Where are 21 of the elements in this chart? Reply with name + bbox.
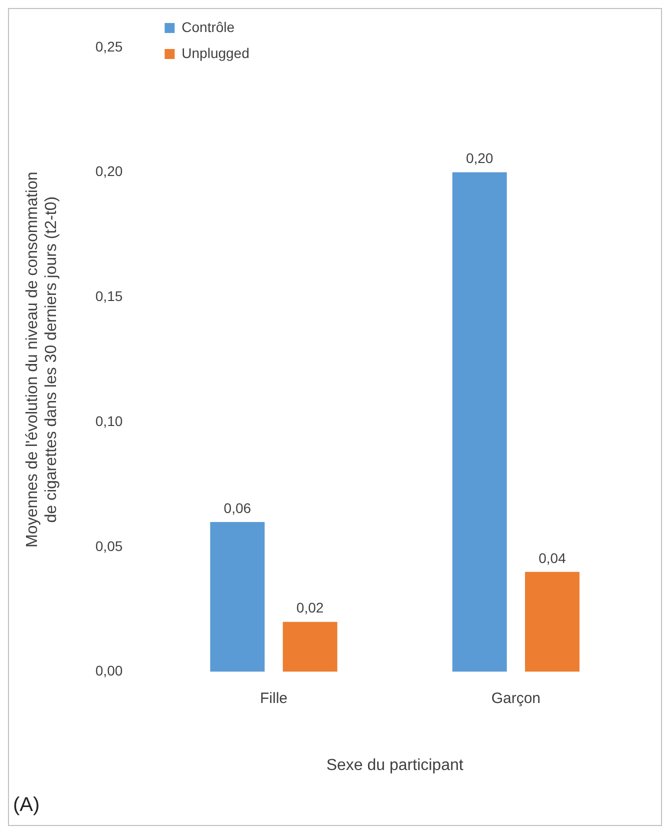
y-tick-label: 0,15 (95, 288, 123, 304)
data-label: 0,20 (466, 150, 494, 166)
y-tick-label: 0,05 (95, 538, 123, 554)
text: (A) (13, 794, 40, 817)
bar (210, 522, 265, 672)
x-tick-label: Garçon (491, 690, 541, 707)
data-label: 0,02 (296, 600, 324, 616)
x-axis-title: Sexe du participant (326, 756, 464, 774)
legend-label: Contrôle (182, 18, 235, 35)
bar (282, 622, 338, 672)
legend-label: Unplugged (182, 44, 250, 61)
x-tick-label: Fille (260, 690, 288, 707)
y-tick-label: 0,10 (95, 412, 123, 429)
y-tick-label: 0,00 (95, 662, 123, 679)
y-tick-label: 0,20 (95, 163, 123, 180)
y-tick-label: 0,25 (95, 38, 123, 54)
bar (524, 572, 580, 672)
data-label: 0,04 (538, 550, 566, 566)
data-label: 0,06 (224, 500, 252, 516)
y-axis-title: Moyennes de l'évolution du niveau de consommation de cigarettes dans les 30 derniers jours (t2-t0) (24, 172, 60, 548)
bar (452, 172, 507, 672)
